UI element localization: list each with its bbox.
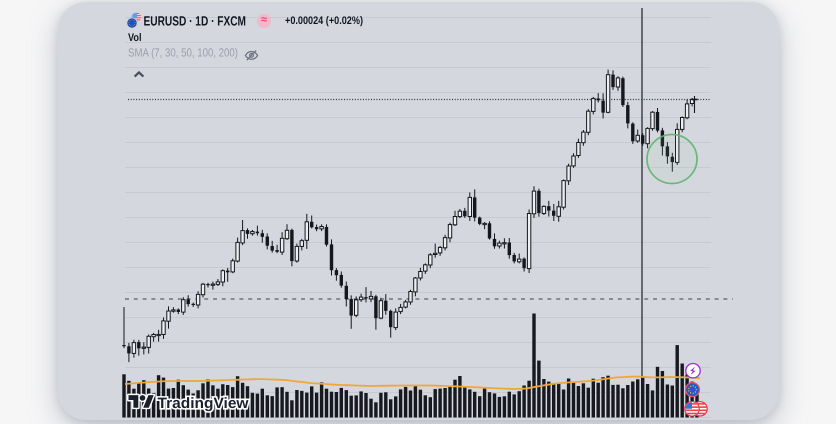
svg-text:SMA (7, 30, 50, 100, 200): SMA (7, 30, 50, 100, 200) <box>128 46 238 60</box>
svg-text:Vol: Vol <box>128 32 142 44</box>
svg-text:+0.00024 (+0.02%): +0.00024 (+0.02%) <box>285 15 363 27</box>
svg-text:TradingView: TradingView <box>158 395 249 412</box>
svg-text:EURUSD · 1D · FXCM: EURUSD · 1D · FXCM <box>144 14 247 29</box>
